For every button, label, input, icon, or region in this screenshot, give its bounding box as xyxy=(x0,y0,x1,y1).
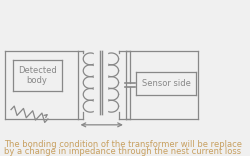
Text: The bonding condition of the transformer will be replace: The bonding condition of the transformer… xyxy=(4,140,242,149)
Bar xyxy=(94,51,107,114)
Text: by a change in impedance through the nest current loss: by a change in impedance through the nes… xyxy=(4,147,241,156)
Text: Detected
body: Detected body xyxy=(18,66,57,85)
Text: Sensor side: Sensor side xyxy=(142,79,191,88)
